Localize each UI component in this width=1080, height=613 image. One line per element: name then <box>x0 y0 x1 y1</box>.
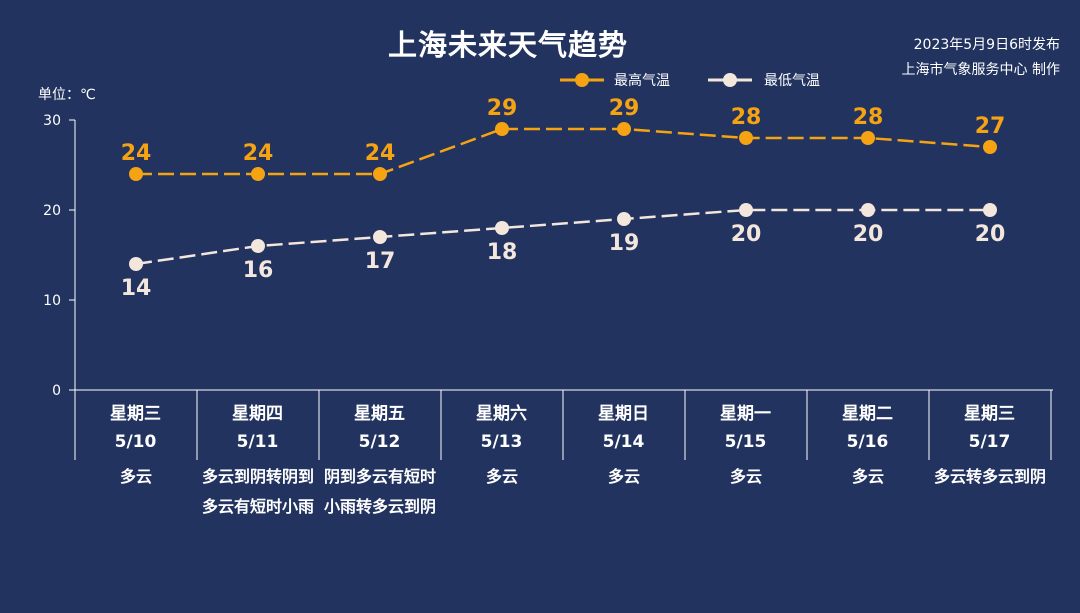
low-temp-label: 14 <box>121 276 152 301</box>
high-temp-label: 29 <box>609 96 640 121</box>
low-temp-point <box>495 221 509 235</box>
day-weekday: 星期六 <box>476 404 527 424</box>
low-temp-point <box>983 203 997 217</box>
day-weather: 多云到阴转阴到多云有短时小雨 <box>202 467 315 516</box>
high-temp-point <box>861 131 875 145</box>
day-header: 星期六 5/13 <box>441 392 562 456</box>
y-tick-label: 30 <box>43 113 61 129</box>
day-weather: 阴到多云有短时小雨转多云到阴 <box>324 467 437 516</box>
low-temp-label: 20 <box>975 222 1006 247</box>
high-temp-point <box>739 131 753 145</box>
high-temp-label: 24 <box>243 141 274 166</box>
high-temp-point <box>983 140 997 154</box>
x-tick-label: 5/10 <box>114 432 157 452</box>
legend-low-label: 最低气温 <box>764 73 820 89</box>
high-temp-line <box>136 127 991 176</box>
y-tick-label: 20 <box>43 203 61 219</box>
high-temp-point <box>251 167 265 181</box>
day-header: 星期五 5/12 <box>319 392 440 456</box>
low-temp-point <box>373 230 387 244</box>
x-tick-label: 5/13 <box>480 432 523 452</box>
high-temp-point <box>617 122 631 136</box>
legend-high-label: 最高气温 <box>614 72 670 89</box>
x-tick-label: 5/15 <box>724 432 767 452</box>
x-tick-label: 5/14 <box>602 432 645 452</box>
high-temp-label: 28 <box>731 105 762 130</box>
x-tick-label: 5/16 <box>846 432 889 452</box>
day-weekday: 星期日 <box>598 404 649 424</box>
publisher: 上海市气象服务中心 制作 <box>901 62 1060 78</box>
low-temp-point <box>129 257 143 271</box>
low-temp-label: 19 <box>609 231 640 256</box>
day-header: 星期四 5/11 <box>197 392 318 456</box>
publish-time: 2023年5月9日6时发布 <box>913 37 1060 53</box>
low-temp-line <box>135 208 990 266</box>
day-header: 星期二 5/16 <box>807 392 928 456</box>
day-weekday: 星期三 <box>964 404 1015 424</box>
y-tick-label: 0 <box>52 383 61 399</box>
legend-low-marker <box>723 73 737 87</box>
high-temp-label: 24 <box>365 141 396 166</box>
day-weather: 多云 <box>729 467 762 486</box>
low-temp-point <box>861 203 875 217</box>
legend-high-marker <box>575 73 589 87</box>
high-temp-point <box>129 167 143 181</box>
day-weekday: 星期一 <box>720 404 771 424</box>
low-temp-label: 20 <box>731 222 762 247</box>
day-header: 星期三 5/17 <box>929 392 1050 456</box>
low-temp-label: 16 <box>243 258 274 283</box>
day-header: 星期三 5/10 <box>75 392 196 456</box>
day-weather: 多云 <box>119 467 152 486</box>
low-temp-point <box>739 203 753 217</box>
high-temp-label: 27 <box>975 114 1006 139</box>
high-temp-point <box>373 167 387 181</box>
day-weather: 多云 <box>851 467 884 486</box>
day-weather: 多云转多云到阴 <box>934 467 1047 486</box>
x-tick-label: 5/11 <box>236 432 279 452</box>
day-weather: 多云 <box>485 467 518 486</box>
low-temp-point <box>251 239 265 253</box>
day-header: 星期日 5/14 <box>563 392 684 456</box>
high-temp-point <box>495 122 509 136</box>
y-tick-label: 10 <box>43 293 61 309</box>
day-weekday: 星期二 <box>842 404 893 424</box>
low-temp-label: 20 <box>853 222 884 247</box>
x-tick-label: 5/17 <box>968 432 1011 452</box>
chart-title: 上海未来天气趋势 <box>387 28 628 62</box>
high-temp-label: 29 <box>487 96 518 121</box>
day-weekday: 星期四 <box>232 404 283 424</box>
high-temp-label: 28 <box>853 105 884 130</box>
high-temp-label: 24 <box>121 141 152 166</box>
day-weekday: 星期三 <box>110 404 161 424</box>
low-temp-point <box>617 212 631 226</box>
day-header: 星期一 5/15 <box>685 392 806 456</box>
day-weather: 多云 <box>607 467 640 486</box>
low-temp-label: 17 <box>365 249 396 274</box>
unit-label: 单位：℃ <box>38 87 96 103</box>
low-temp-label: 18 <box>487 240 518 265</box>
day-weekday: 星期五 <box>354 404 405 424</box>
x-tick-label: 5/12 <box>358 432 401 452</box>
